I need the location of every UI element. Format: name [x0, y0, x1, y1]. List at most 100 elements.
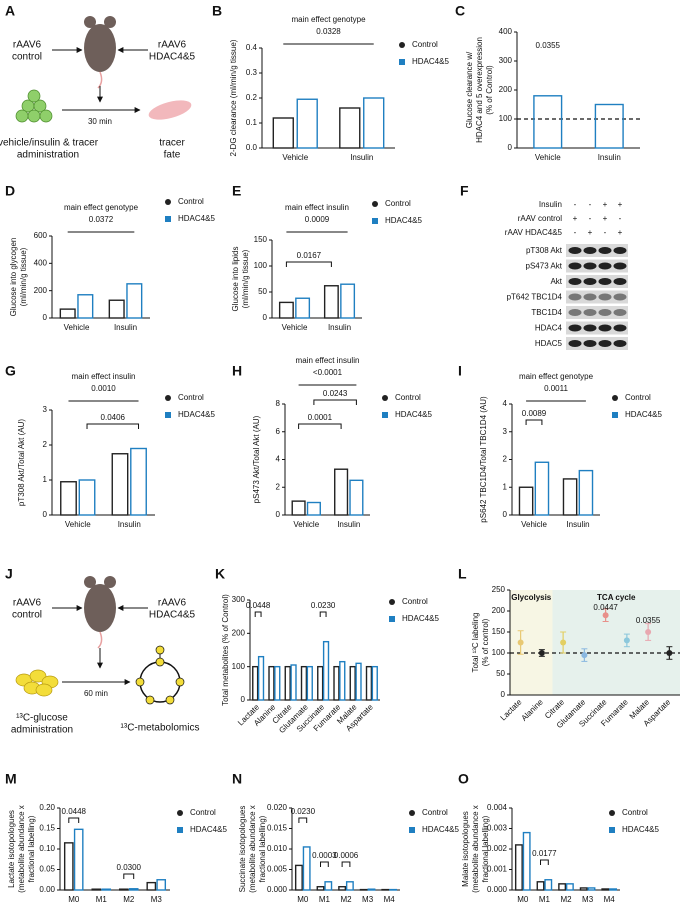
legend-label: Control [395, 393, 421, 402]
blot-band [613, 278, 627, 285]
y-tick-label: 0.3 [246, 68, 258, 77]
y-tick-label: 0.003 [487, 824, 508, 833]
x-tick-label: M1 [319, 895, 331, 904]
blot-band [598, 247, 612, 254]
bar [130, 447, 147, 516]
x-tick-label: M3 [362, 895, 374, 904]
blot-band [583, 247, 597, 254]
bar [252, 665, 259, 701]
bar [534, 461, 550, 516]
bar [60, 481, 77, 516]
bar [294, 864, 303, 891]
y-tick-label: 8 [276, 399, 281, 408]
p-value: 0.0230 [291, 807, 316, 816]
blot-band [568, 278, 582, 285]
legend-label: Control [190, 808, 216, 817]
bar [536, 881, 545, 891]
legend-marker [609, 810, 615, 816]
bar [59, 308, 76, 319]
mouse [84, 24, 116, 72]
blot-sign: + [618, 228, 623, 237]
panel-label: N [232, 771, 242, 787]
bar [544, 879, 553, 891]
bracket [320, 861, 329, 867]
bar [518, 486, 534, 516]
legend-marker [409, 810, 415, 816]
bar [317, 665, 324, 701]
bar [77, 294, 94, 319]
y-axis-label: (% of control) [481, 618, 490, 666]
legend-label: HDAC4&5 [178, 214, 215, 223]
blot-band [583, 309, 597, 316]
blot-band [598, 278, 612, 285]
main-effect-p: <0.0001 [313, 368, 343, 377]
label: control [12, 610, 42, 621]
x-tick-label: Alanine [520, 697, 546, 723]
legend-label: Control [622, 808, 648, 817]
blot-sign: + [618, 200, 623, 209]
y-tick-label: 3 [43, 405, 48, 414]
x-tick-label: Vehicle [293, 520, 319, 529]
p-value: 0.0300 [117, 863, 142, 872]
blot-sign: + [603, 214, 608, 223]
y-tick-label: 0.000 [267, 885, 288, 894]
blot-band [598, 340, 612, 347]
y-axis-label: (metabolite abundance x [248, 805, 257, 893]
legend-marker [399, 42, 405, 48]
bar [108, 299, 125, 319]
bar [274, 665, 281, 701]
y-axis-label: Lactate isotopologues [7, 810, 16, 888]
panel-label: I [458, 363, 462, 379]
y-axis-label: Total ¹³C labeling [471, 612, 480, 672]
bar [272, 117, 294, 149]
y-axis-label: Glucose into glycogen [9, 238, 18, 317]
panel-label: C [455, 3, 465, 19]
legend-label: HDAC4&5 [422, 825, 459, 834]
y-tick-label: 0.00 [39, 885, 55, 894]
x-tick-label: M3 [151, 895, 163, 904]
point [581, 652, 588, 659]
bar [126, 283, 143, 319]
y-axis-label: pS642 TBC1D4/Total TBC1D4 (AU) [479, 396, 488, 523]
panel-label: H [232, 363, 242, 379]
label: ¹³C-metabolomics [121, 723, 200, 734]
blot-strip [566, 244, 628, 257]
bar [300, 665, 308, 701]
panel-label: K [215, 566, 225, 582]
bar [371, 665, 378, 701]
x-tick-label: M2 [123, 895, 135, 904]
y-tick-label: 0.4 [246, 43, 258, 52]
y-axis-label: fractional labelling) [481, 815, 490, 882]
bar [349, 479, 364, 516]
y-tick-label: 0 [263, 313, 268, 322]
bracket [540, 859, 549, 865]
bar [101, 888, 112, 891]
bar [601, 888, 610, 891]
y-tick-label: 0.000 [487, 885, 508, 894]
legend-marker [177, 810, 183, 816]
y-axis-label: (% of Control) [485, 65, 494, 115]
label: vehicle/insulin & tracer [0, 138, 99, 149]
panel-label: F [460, 183, 469, 199]
y-tick-label: 2 [276, 482, 281, 491]
section-band [510, 590, 553, 695]
x-tick-label: M3 [582, 895, 594, 904]
bar [333, 665, 340, 701]
legend-marker [612, 412, 618, 418]
x-tick-label: Insulin [114, 323, 137, 332]
blot-band [613, 293, 627, 301]
panel-label: G [5, 363, 16, 379]
section-label: Glycolysis [511, 593, 552, 602]
label: ¹³C-glucose [16, 713, 68, 724]
y-axis-label: pT308 Akt/Total Akt (AU) [17, 419, 26, 506]
cycle [139, 661, 181, 703]
bar [290, 664, 297, 701]
blot-band [613, 324, 627, 332]
label: rAAV6 [13, 40, 42, 51]
blot-band-label: HDAC4 [535, 324, 563, 333]
main-effect-p: 0.0009 [305, 215, 330, 224]
point [623, 637, 630, 644]
blot-band [613, 340, 627, 347]
bar [334, 468, 349, 516]
bar [339, 660, 346, 701]
